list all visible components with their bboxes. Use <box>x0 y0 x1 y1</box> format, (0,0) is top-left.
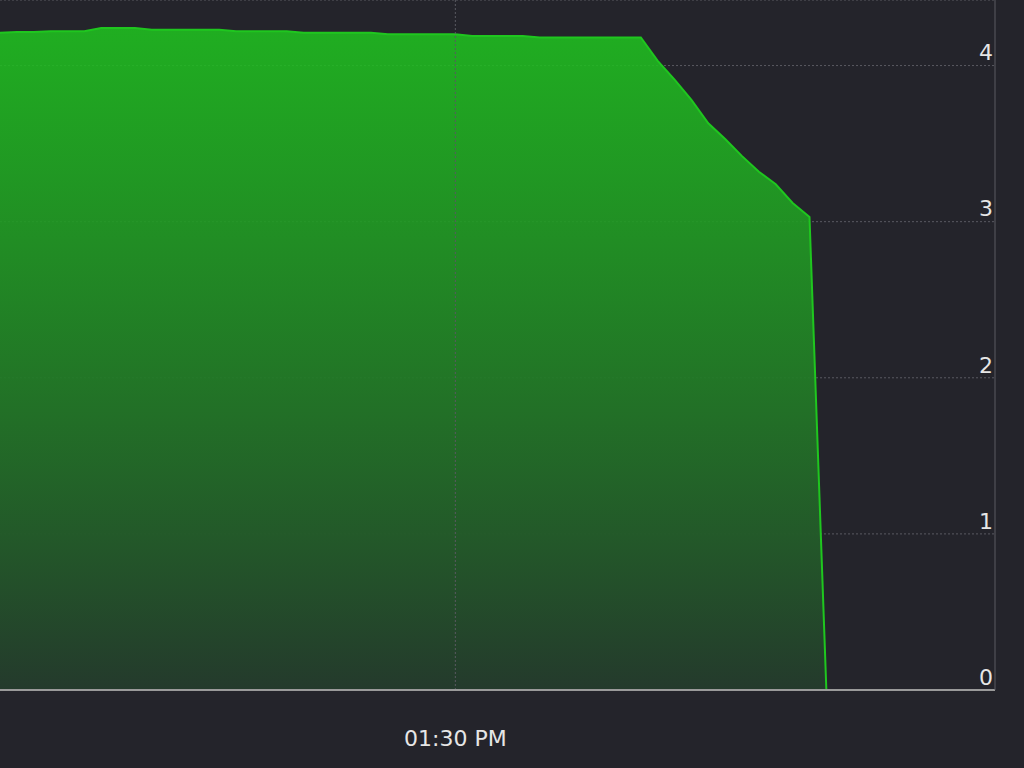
svg-text:2: 2 <box>979 353 993 378</box>
svg-text:4: 4 <box>979 40 993 65</box>
svg-text:01:30 PM: 01:30 PM <box>404 726 507 751</box>
svg-text:1: 1 <box>979 509 993 534</box>
svg-text:3: 3 <box>979 196 993 221</box>
svg-text:0: 0 <box>979 665 993 690</box>
